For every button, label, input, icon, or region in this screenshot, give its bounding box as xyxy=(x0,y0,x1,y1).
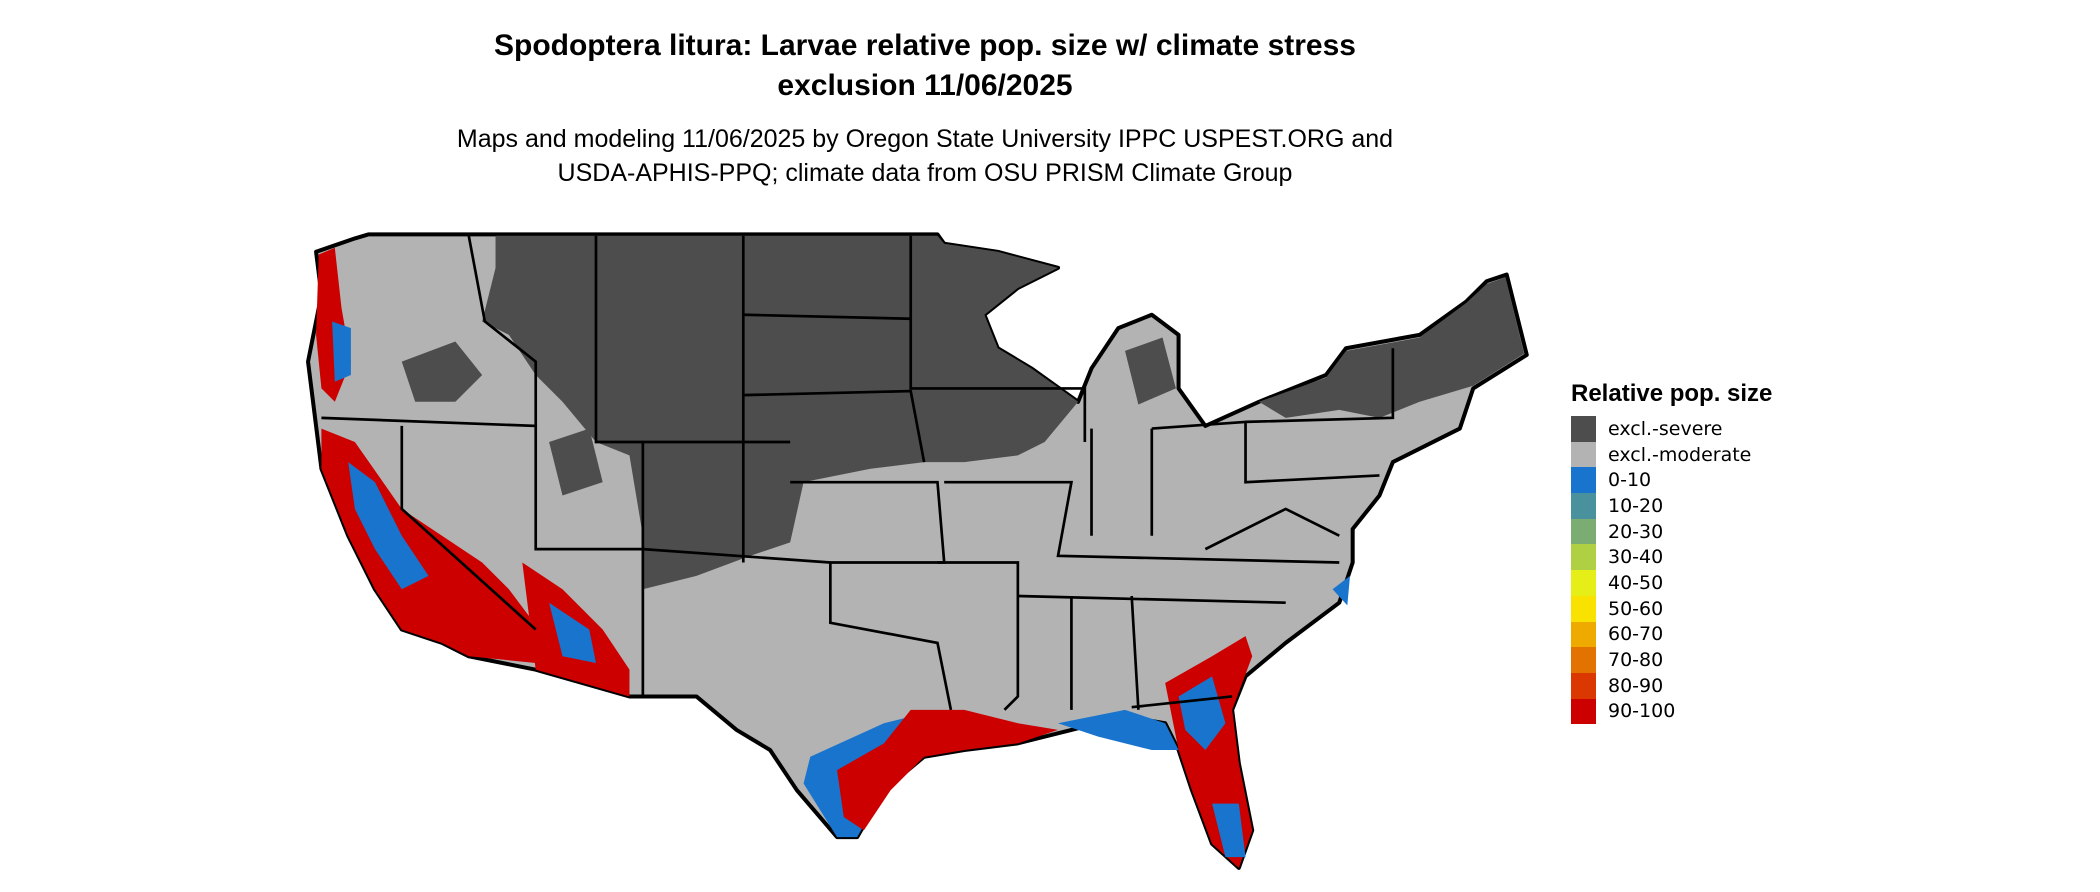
excl-severe-regions xyxy=(401,235,1525,590)
legend-label: 90-100 xyxy=(1608,700,1676,723)
map-title-line1: Spodoptera litura: Larvae relative pop. … xyxy=(494,29,1356,62)
legend-item: 0-10 xyxy=(1571,467,1772,494)
northern-plains-severe xyxy=(482,235,1079,590)
florida-blue xyxy=(1178,676,1226,751)
legend-item: excl.-severe xyxy=(1571,416,1772,442)
legend-label: excl.-moderate xyxy=(1608,443,1752,466)
legend-swatch xyxy=(1571,416,1596,442)
legend-label: excl.-severe xyxy=(1608,417,1723,440)
legend-label: 20-30 xyxy=(1608,520,1664,543)
legend-swatch xyxy=(1571,570,1596,596)
legend-label: 60-70 xyxy=(1608,623,1664,646)
michigan-severe xyxy=(1125,337,1176,405)
legend-label: 70-80 xyxy=(1608,649,1664,672)
legend-label: 0-10 xyxy=(1608,469,1652,492)
legend-label: 50-60 xyxy=(1608,597,1664,620)
legend-item: 30-40 xyxy=(1571,544,1772,571)
legend-swatch xyxy=(1571,493,1596,519)
california-blue xyxy=(348,462,429,590)
nc-coast-blue xyxy=(1332,575,1350,606)
arizona-blue xyxy=(549,602,596,663)
map-subtitle-line1: Maps and modeling 11/06/2025 by Oregon S… xyxy=(456,125,1394,153)
legend-item: 70-80 xyxy=(1571,647,1772,673)
gulf-coast-blue xyxy=(1058,709,1179,751)
legend-item: 50-60 xyxy=(1571,595,1772,622)
legend-swatch xyxy=(1571,621,1596,648)
legend: Relative pop. size excl.-severe excl.-mod… xyxy=(1571,380,1773,725)
legend-swatch xyxy=(1571,647,1596,673)
map-subtitle-line2: USDA-APHIS-PPQ; climate data from OSU PR… xyxy=(557,159,1293,187)
legend-swatch xyxy=(1571,672,1596,699)
legend-label: 80-90 xyxy=(1608,674,1664,697)
northeast-severe xyxy=(1258,277,1525,418)
texas-gulf-red xyxy=(837,709,1059,831)
florida-tip-blue xyxy=(1212,803,1246,858)
legend-item: 90-100 xyxy=(1571,698,1772,725)
legend-label: 30-40 xyxy=(1608,546,1664,569)
pacific-coast-blue xyxy=(332,321,351,382)
idaho-severe xyxy=(401,341,483,402)
suitable-regions xyxy=(316,247,1350,868)
legend-swatch xyxy=(1571,698,1596,725)
legend-swatch xyxy=(1571,467,1596,494)
utah-severe xyxy=(549,428,603,496)
legend-label: 40-50 xyxy=(1608,571,1664,594)
legend-swatch xyxy=(1571,544,1596,571)
legend-item: 60-70 xyxy=(1571,621,1772,648)
legend-label: 10-20 xyxy=(1608,494,1664,517)
legend-swatch xyxy=(1571,441,1596,468)
legend-swatch xyxy=(1571,595,1596,622)
legend-item: 20-30 xyxy=(1571,518,1772,545)
legend-swatch xyxy=(1571,518,1596,545)
legend-item: 80-90 xyxy=(1571,672,1772,699)
legend-item: 40-50 xyxy=(1571,570,1772,596)
map-title-line2: exclusion 11/06/2025 xyxy=(777,69,1073,102)
legend-title: Relative pop. size xyxy=(1571,380,1773,407)
legend-item: excl.-moderate xyxy=(1571,441,1772,468)
state-borders xyxy=(321,235,1395,711)
legend-item: 10-20 xyxy=(1571,493,1772,519)
